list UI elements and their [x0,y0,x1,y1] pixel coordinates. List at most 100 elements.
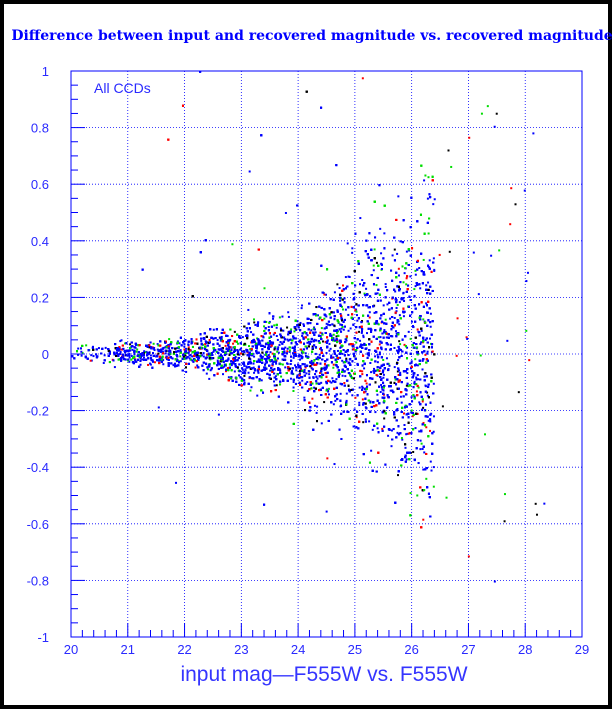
data-point [118,358,121,361]
data-point [399,240,402,243]
data-point [414,427,417,430]
data-point [183,345,186,348]
data-point [224,344,227,347]
data-point [224,370,227,373]
data-point [383,232,386,235]
data-point [135,350,138,353]
data-point [323,368,326,371]
data-point [188,357,191,360]
data-point [284,346,287,349]
data-point [415,390,418,393]
data-point [227,376,230,379]
data-point [317,358,320,361]
data-point [362,421,365,424]
data-point [389,389,392,392]
data-point [250,377,253,380]
data-point [247,371,250,374]
data-point [226,342,229,345]
data-point [427,266,430,269]
data-point [325,351,328,354]
data-point [289,377,292,380]
data-point [252,366,255,369]
data-point [296,320,299,323]
data-point [288,349,291,352]
data-point [426,197,429,200]
data-point [320,327,323,330]
data-point [264,362,267,365]
data-point [307,340,310,343]
data-point [286,362,289,365]
data-point [205,372,208,375]
data-point [321,367,324,370]
data-point [179,355,182,358]
data-point [418,267,421,270]
data-point [347,329,350,332]
data-point [396,252,399,255]
data-point [365,293,368,296]
data-point [216,359,219,362]
data-point [172,364,175,367]
data-point [175,360,178,363]
data-point [330,381,333,384]
data-point [424,174,427,177]
data-point [422,339,425,342]
data-point [361,364,364,367]
data-point [327,323,330,326]
data-point [268,321,271,324]
data-point [363,367,366,370]
data-point [420,329,423,332]
data-point [212,328,215,331]
data-point [296,374,299,377]
data-point [306,334,309,337]
data-point [406,372,409,375]
data-point [156,343,159,346]
data-point [313,326,316,329]
data-point [234,355,237,358]
data-point [206,353,209,356]
data-point [236,366,239,369]
data-point [202,355,205,358]
data-point [430,469,433,472]
data-point [361,386,364,389]
data-point [347,275,350,278]
data-point [129,349,132,352]
data-point [250,386,253,389]
data-point [368,316,371,319]
data-point [251,352,254,355]
data-point [263,363,266,366]
data-point [157,406,160,409]
data-point [355,310,358,313]
data-point [150,359,153,362]
data-point [407,432,410,435]
data-point [239,352,242,355]
data-point [382,376,385,379]
data-point [90,359,93,362]
data-point [240,347,243,350]
data-point [323,317,326,320]
data-point [345,336,348,339]
data-point [379,336,382,339]
data-point [426,352,429,355]
data-point [432,466,435,469]
data-point [336,331,339,334]
data-point [293,330,296,333]
chart-title: Difference between input and recovered m… [11,28,612,44]
data-point [429,312,432,315]
data-point [422,258,425,261]
data-point [277,346,280,349]
data-point [429,325,432,328]
data-point [216,339,219,342]
data-point [365,287,368,290]
data-point [303,363,306,366]
data-point [287,315,290,318]
data-point [394,330,397,333]
data-point [171,357,174,360]
data-point [402,292,405,295]
data-point [204,343,207,346]
data-point [432,382,435,385]
data-point [385,357,388,360]
data-point [359,283,362,286]
data-point [410,361,413,364]
data-point [183,343,186,346]
data-point [361,343,364,346]
